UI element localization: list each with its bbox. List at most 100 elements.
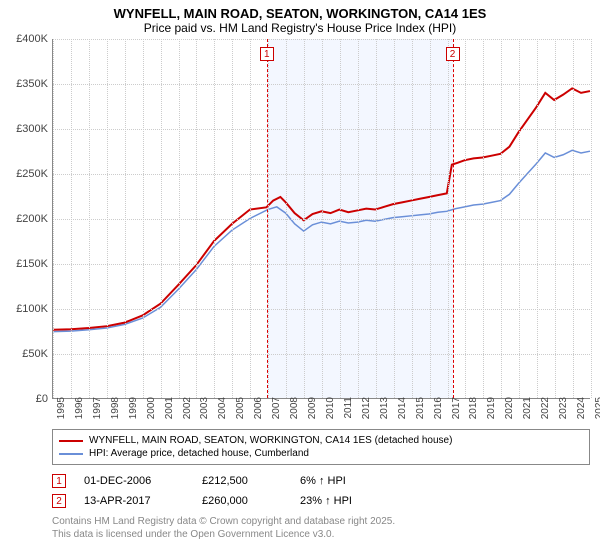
x-tick-label: 2014 [397,397,408,425]
y-tick-label: £250K [8,168,48,180]
gridline-v [394,39,395,398]
gridline-v [232,39,233,398]
gridline-v [107,39,108,398]
x-tick-label: 2024 [576,397,587,425]
x-tick-label: 2006 [253,397,264,425]
y-tick-label: £0 [8,393,48,405]
x-tick-label: 1997 [92,397,103,425]
gridline-v [268,39,269,398]
x-tick-label: 2000 [146,397,157,425]
gridline-v [322,39,323,398]
marker-row-price: £212,500 [202,475,282,487]
marker-row-pct: 23% ↑ HPI [300,495,380,507]
x-tick-label: 2008 [289,397,300,425]
x-tick-label: 1995 [56,397,67,425]
x-tick-label: 2011 [343,397,354,425]
gridline-v [412,39,413,398]
gridline-v [555,39,556,398]
marker-badge: 2 [446,47,460,61]
x-tick-label: 1999 [128,397,139,425]
y-tick-label: £400K [8,33,48,45]
legend-row: HPI: Average price, detached house, Cumb… [59,447,583,460]
x-tick-label: 2002 [182,397,193,425]
gridline-v [448,39,449,398]
gridline-v [143,39,144,398]
gridline-v [286,39,287,398]
gridline-v [519,39,520,398]
x-tick-label: 2016 [433,397,444,425]
gridline-v [430,39,431,398]
gridline-v [214,39,215,398]
gridline-v [483,39,484,398]
footer-line1: Contains HM Land Registry data © Crown c… [52,515,590,528]
gridline-v [53,39,54,398]
y-tick-label: £150K [8,258,48,270]
gridline-v [340,39,341,398]
x-tick-label: 2005 [235,397,246,425]
gridline-v [465,39,466,398]
chart-area: £0£50K£100K£150K£200K£250K£300K£350K£400… [8,39,590,399]
x-tick-label: 2025 [594,397,600,425]
x-tick-label: 2017 [451,397,462,425]
gridline-v [250,39,251,398]
gridline-v [161,39,162,398]
y-tick-label: £200K [8,213,48,225]
marker-data-row: 1 01-DEC-2006 £212,500 6% ↑ HPI [52,471,590,491]
x-tick-label: 1998 [110,397,121,425]
legend: WYNFELL, MAIN ROAD, SEATON, WORKINGTON, … [52,429,590,465]
marker-row-date: 13-APR-2017 [84,495,184,507]
gridline-v [71,39,72,398]
gridline-v [358,39,359,398]
x-tick-label: 2023 [558,397,569,425]
x-tick-label: 2007 [271,397,282,425]
marker-row-badge: 2 [52,494,66,508]
x-tick-label: 1996 [74,397,85,425]
x-tick-label: 2012 [361,397,372,425]
gridline-v [591,39,592,398]
footer-attribution: Contains HM Land Registry data © Crown c… [52,515,590,541]
gridline-v [573,39,574,398]
x-tick-label: 2022 [540,397,551,425]
legend-swatch [59,453,83,455]
marker-data-row: 2 13-APR-2017 £260,000 23% ↑ HPI [52,491,590,511]
x-tick-label: 2004 [217,397,228,425]
gridline-v [537,39,538,398]
x-tick-label: 2009 [307,397,318,425]
y-tick-label: £100K [8,303,48,315]
x-tick-label: 2010 [325,397,336,425]
legend-label: HPI: Average price, detached house, Cumb… [89,448,309,459]
gridline-v [125,39,126,398]
x-tick-label: 2020 [504,397,515,425]
marker-row-date: 01-DEC-2006 [84,475,184,487]
gridline-v [196,39,197,398]
x-tick-label: 2013 [379,397,390,425]
gridline-v [304,39,305,398]
chart-title: WYNFELL, MAIN ROAD, SEATON, WORKINGTON, … [0,0,600,21]
chart-subtitle: Price paid vs. HM Land Registry's House … [0,21,600,39]
gridline-v [376,39,377,398]
x-tick-label: 2015 [415,397,426,425]
x-tick-label: 2018 [468,397,479,425]
x-tick-label: 2019 [486,397,497,425]
marker-row-pct: 6% ↑ HPI [300,475,380,487]
gridline-v [179,39,180,398]
marker-row-badge: 1 [52,474,66,488]
footer-line2: This data is licensed under the Open Gov… [52,528,590,541]
y-tick-label: £300K [8,123,48,135]
y-tick-label: £350K [8,78,48,90]
gridline-v [89,39,90,398]
legend-row: WYNFELL, MAIN ROAD, SEATON, WORKINGTON, … [59,434,583,447]
y-tick-label: £50K [8,348,48,360]
marker-row-price: £260,000 [202,495,282,507]
marker-line [453,39,454,398]
marker-table: 1 01-DEC-2006 £212,500 6% ↑ HPI 2 13-APR-2017… [52,471,590,511]
marker-badge: 1 [260,47,274,61]
gridline-v [501,39,502,398]
x-tick-label: 2001 [164,397,175,425]
legend-swatch [59,440,83,442]
marker-line [267,39,268,398]
x-tick-label: 2021 [522,397,533,425]
x-tick-label: 2003 [199,397,210,425]
plot-region: 1995199619971998199920002001200220032004… [52,39,590,399]
legend-label: WYNFELL, MAIN ROAD, SEATON, WORKINGTON, … [89,435,452,446]
